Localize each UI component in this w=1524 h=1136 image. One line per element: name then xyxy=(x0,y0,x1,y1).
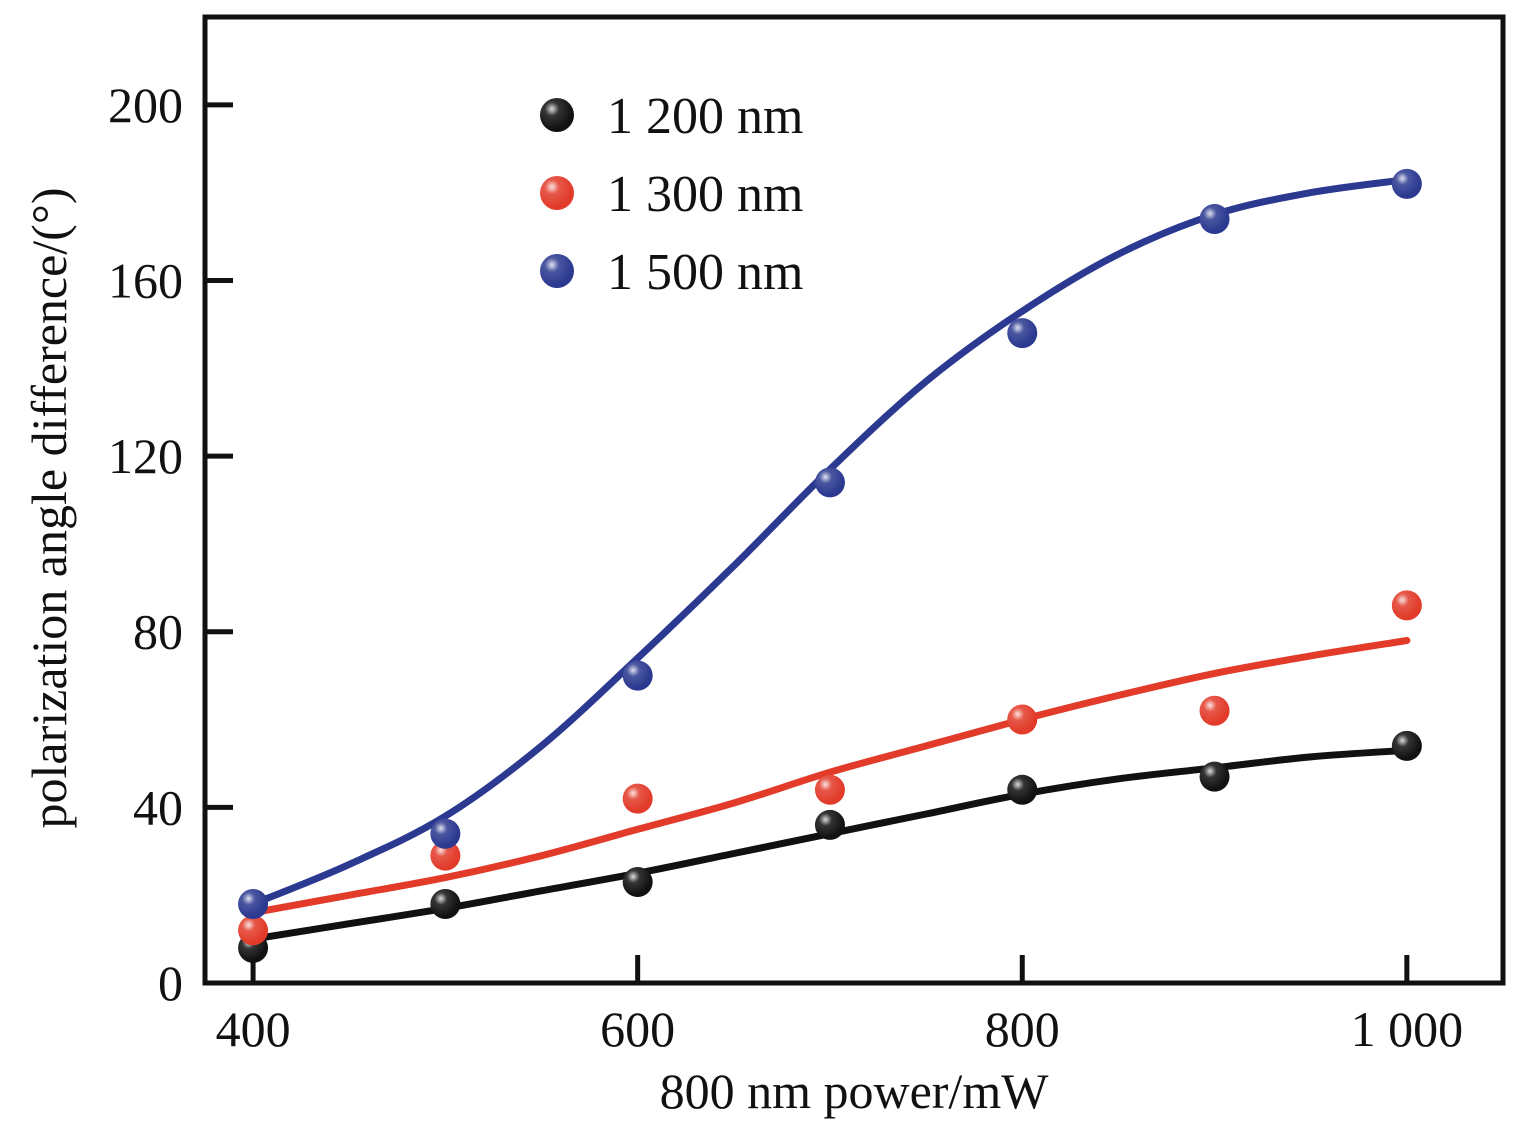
x-axis: 400 600 800 1 000 xyxy=(216,955,1464,1057)
y-axis-title: polarization angle difference/(°) xyxy=(21,188,77,829)
data-point-highlight xyxy=(1007,318,1038,349)
x-tick-label: 1 000 xyxy=(1351,1001,1464,1057)
data-point-highlight xyxy=(814,774,845,805)
data-point-highlight xyxy=(814,809,845,840)
legend-marker-highlight xyxy=(540,176,574,210)
plot-frame xyxy=(202,14,1506,986)
data-point-highlight xyxy=(622,783,653,814)
y-axis: 0 40 80 120 160 200 xyxy=(108,77,233,1011)
y-tick-label: 40 xyxy=(133,779,183,835)
data-point-highlight xyxy=(238,888,269,919)
data-point-highlight xyxy=(430,840,461,871)
y-tick-label: 80 xyxy=(133,604,183,660)
y-tick-label: 0 xyxy=(158,955,183,1011)
fit-line-1-300-nm xyxy=(249,637,1411,917)
x-tick-label: 600 xyxy=(600,1001,675,1057)
data-point-highlight xyxy=(430,888,461,919)
legend: 1 200 nm 1 300 nm 1 500 nm xyxy=(540,88,803,301)
data-point-highlight xyxy=(1199,695,1230,726)
data-points xyxy=(238,168,1422,963)
data-point-highlight xyxy=(1007,704,1038,735)
data-point-highlight xyxy=(1199,203,1230,234)
data-point-highlight xyxy=(1391,590,1422,621)
data-point-highlight xyxy=(814,467,845,498)
y-tick-label: 200 xyxy=(108,77,183,133)
x-axis-title: 800 nm power/mW xyxy=(660,1063,1050,1119)
legend-label-1-500-nm: 1 500 nm xyxy=(607,244,803,301)
data-point-highlight xyxy=(1391,168,1422,199)
y-tick-label: 160 xyxy=(108,252,183,308)
legend-label-1-300-nm: 1 300 nm xyxy=(607,166,803,223)
data-point-highlight xyxy=(430,818,461,849)
x-tick-label: 400 xyxy=(216,1001,291,1057)
data-point-highlight xyxy=(1391,730,1422,761)
data-point-highlight xyxy=(622,660,653,691)
data-point-highlight xyxy=(1007,774,1038,805)
legend-label-1-200-nm: 1 200 nm xyxy=(607,88,803,145)
legend-marker-highlight xyxy=(540,254,574,288)
legend-marker-highlight xyxy=(540,98,574,132)
data-point-highlight xyxy=(238,915,269,946)
data-point-highlight xyxy=(622,867,653,898)
data-point-highlight xyxy=(1199,761,1230,792)
y-tick-label: 120 xyxy=(108,428,183,484)
x-tick-label: 800 xyxy=(985,1001,1060,1057)
